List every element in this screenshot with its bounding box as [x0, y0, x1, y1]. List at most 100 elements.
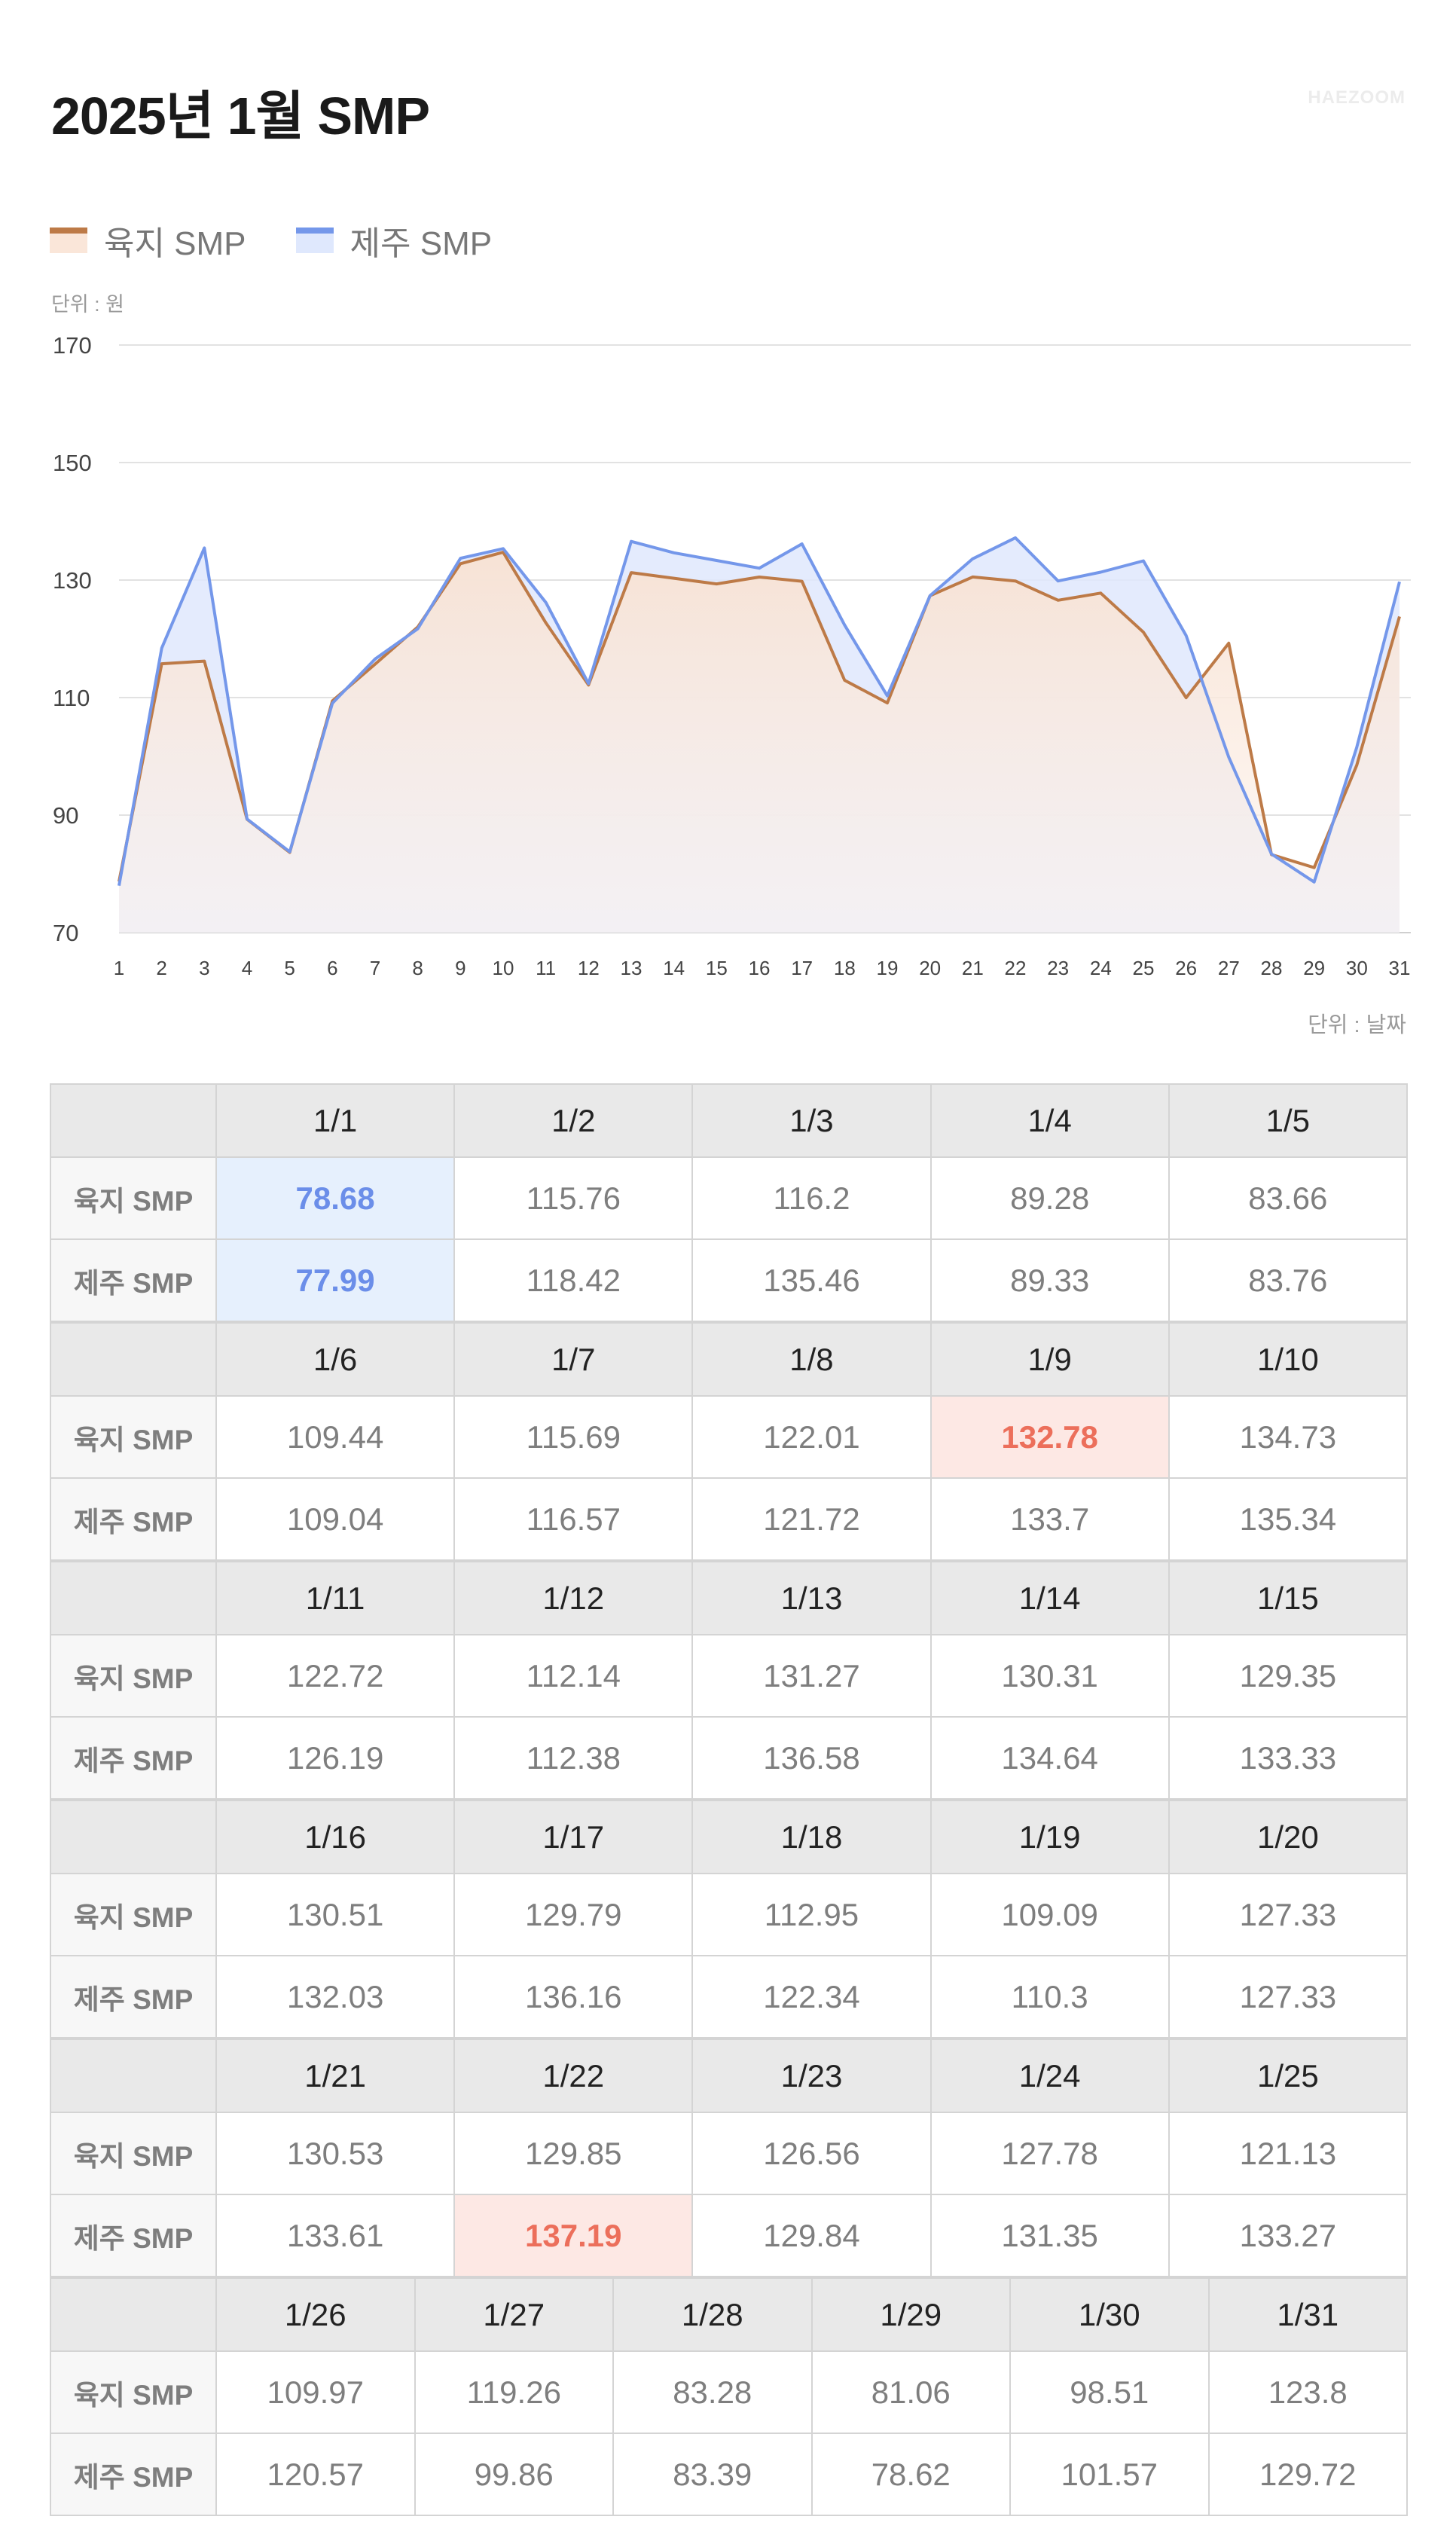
legend-item-land[interactable]: 육지 SMP — [50, 216, 246, 264]
x-tick-label: 14 — [663, 957, 685, 979]
x-tick-label: 17 — [791, 957, 813, 979]
date-header: 1/11 — [215, 1561, 456, 1635]
smp-value-cell: 132.03 — [215, 1955, 456, 2039]
legend-item-jeju[interactable]: 제주 SMP — [295, 216, 492, 264]
smp-value-cell: 129.84 — [691, 2194, 932, 2277]
y-tick-label: 90 — [53, 802, 78, 829]
row-label-jeju: 제주 SMP — [50, 1716, 217, 1800]
smp-value-cell: 109.04 — [215, 1477, 456, 1561]
table-corner-cell — [50, 1800, 217, 1874]
smp-value-cell: 81.06 — [810, 2350, 1011, 2434]
smp-value-cell: 127.78 — [929, 2112, 1170, 2195]
smp-table-block: 1/16 1/17 1/18 1/19 1/20 육지 SMP 130.51 129.79 11… — [50, 1800, 1408, 2039]
legend-swatch-jeju — [295, 228, 334, 253]
smp-value-cell: 110.3 — [929, 1955, 1170, 2039]
row-label-land: 육지 SMP — [50, 1395, 217, 1479]
x-tick-label: 15 — [706, 957, 728, 979]
date-header: 1/28 — [612, 2277, 813, 2352]
smp-value-cell: 130.31 — [929, 1634, 1170, 1718]
x-tick-label: 13 — [621, 957, 643, 979]
row-label-jeju: 제주 SMP — [50, 1955, 217, 2039]
x-tick-label: 29 — [1303, 957, 1325, 979]
smp-value-cell: 77.99 — [215, 1238, 456, 1322]
row-label-jeju: 제주 SMP — [50, 2433, 217, 2516]
x-tick-label: 31 — [1389, 957, 1411, 979]
smp-value-cell: 99.86 — [414, 2433, 614, 2516]
smp-value-cell: 121.72 — [691, 1477, 932, 1561]
date-header: 1/24 — [929, 2039, 1170, 2113]
smp-table-block: 1/1 1/2 1/3 1/4 1/5 육지 SMP 78.68 115.76 116.2 89.… — [50, 1083, 1408, 1322]
table-row-land: 육지 SMP 122.72 112.14 131.27 130.31 129.35 — [50, 1634, 1408, 1718]
table-header-row: 1/16 1/17 1/18 1/19 1/20 — [50, 1800, 1408, 1874]
date-header: 1/31 — [1207, 2277, 1408, 2352]
y-tick-label: 70 — [53, 920, 78, 946]
date-header: 1/19 — [929, 1800, 1170, 1874]
table-corner-cell — [50, 2039, 217, 2113]
smp-table-block: 1/26 1/27 1/28 1/29 1/30 1/31 육지 SMP 109.97 119.… — [50, 2277, 1408, 2516]
table-header-row: 1/21 1/22 1/23 1/24 1/25 — [50, 2039, 1408, 2113]
date-header: 1/23 — [691, 2039, 932, 2113]
smp-value-cell: 112.95 — [691, 1873, 932, 1956]
smp-value-cell: 109.44 — [215, 1395, 456, 1479]
table-row-land: 육지 SMP 109.44 115.69 122.01 132.78 134.73 — [50, 1395, 1408, 1479]
date-header: 1/22 — [453, 2039, 694, 2113]
x-tick-label: 26 — [1175, 957, 1197, 979]
table-corner-cell — [50, 1322, 217, 1397]
date-header: 1/6 — [215, 1322, 456, 1397]
date-header: 1/25 — [1168, 2039, 1408, 2113]
smp-value-cell: 89.28 — [929, 1156, 1170, 1240]
date-header: 1/17 — [453, 1800, 694, 1874]
x-tick-label: 24 — [1090, 957, 1112, 979]
row-label-land: 육지 SMP — [50, 1634, 217, 1718]
date-header: 1/27 — [414, 2277, 614, 2352]
row-label-jeju: 제주 SMP — [50, 1238, 217, 1322]
date-header: 1/29 — [810, 2277, 1011, 2352]
smp-value-cell: 129.35 — [1168, 1634, 1408, 1718]
smp-value-cell: 83.28 — [612, 2350, 813, 2434]
x-tick-label: 23 — [1047, 957, 1069, 979]
y-tick-label: 110 — [53, 685, 90, 711]
table-row-jeju: 제주 SMP 133.61 137.19 129.84 131.35 133.27 — [50, 2194, 1408, 2277]
smp-value-cell: 127.33 — [1168, 1873, 1408, 1956]
date-header: 1/16 — [215, 1800, 456, 1874]
smp-value-cell: 109.09 — [929, 1873, 1170, 1956]
table-row-land: 육지 SMP 109.97 119.26 83.28 81.06 98.51 123.8 — [50, 2350, 1408, 2434]
smp-table-block: 1/21 1/22 1/23 1/24 1/25 육지 SMP 130.53 129.85 12… — [50, 2039, 1408, 2277]
row-label-jeju: 제주 SMP — [50, 2194, 217, 2277]
smp-value-cell: 126.56 — [691, 2112, 932, 2195]
date-header: 1/14 — [929, 1561, 1170, 1635]
smp-value-cell: 129.79 — [453, 1873, 694, 1956]
smp-value-cell: 122.34 — [691, 1955, 932, 2039]
date-header: 1/26 — [215, 2277, 416, 2352]
smp-value-cell: 89.33 — [929, 1238, 1170, 1322]
smp-value-cell: 136.58 — [691, 1716, 932, 1800]
x-tick-label: 8 — [412, 957, 423, 979]
smp-value-cell: 131.35 — [929, 2194, 1170, 2277]
smp-value-cell: 126.19 — [215, 1716, 456, 1800]
smp-value-cell: 133.33 — [1168, 1716, 1408, 1800]
row-label-jeju: 제주 SMP — [50, 1477, 217, 1561]
smp-value-cell: 133.7 — [929, 1477, 1170, 1561]
x-tick-label: 28 — [1261, 957, 1283, 979]
table-header-row: 1/11 1/12 1/13 1/14 1/15 — [50, 1561, 1408, 1635]
page-title: 2025년 1월 SMP — [51, 87, 430, 145]
date-header: 1/20 — [1168, 1800, 1408, 1874]
date-header: 1/30 — [1009, 2277, 1210, 2352]
smp-value-cell: 122.72 — [215, 1634, 456, 1718]
smp-value-cell: 130.51 — [215, 1873, 456, 1956]
table-header-row: 1/26 1/27 1/28 1/29 1/30 1/31 — [50, 2277, 1408, 2352]
smp-value-cell: 136.16 — [453, 1955, 694, 2039]
date-header: 1/4 — [929, 1083, 1170, 1158]
smp-value-cell: 83.66 — [1168, 1156, 1408, 1240]
smp-value-cell: 121.13 — [1168, 2112, 1408, 2195]
table-row-land: 육지 SMP 78.68 115.76 116.2 89.28 83.66 — [50, 1156, 1408, 1240]
table-row-jeju: 제주 SMP 132.03 136.16 122.34 110.3 127.33 — [50, 1955, 1408, 2039]
x-tick-label: 11 — [536, 957, 556, 979]
table-row-jeju: 제주 SMP 109.04 116.57 121.72 133.7 135.34 — [50, 1477, 1408, 1561]
smp-value-cell: 130.53 — [215, 2112, 456, 2195]
table-row-jeju: 제주 SMP 77.99 118.42 135.46 89.33 83.76 — [50, 1238, 1408, 1322]
y-tick-label: 150 — [53, 450, 92, 476]
row-label-land: 육지 SMP — [50, 1156, 217, 1240]
x-tick-label: 9 — [455, 957, 465, 979]
